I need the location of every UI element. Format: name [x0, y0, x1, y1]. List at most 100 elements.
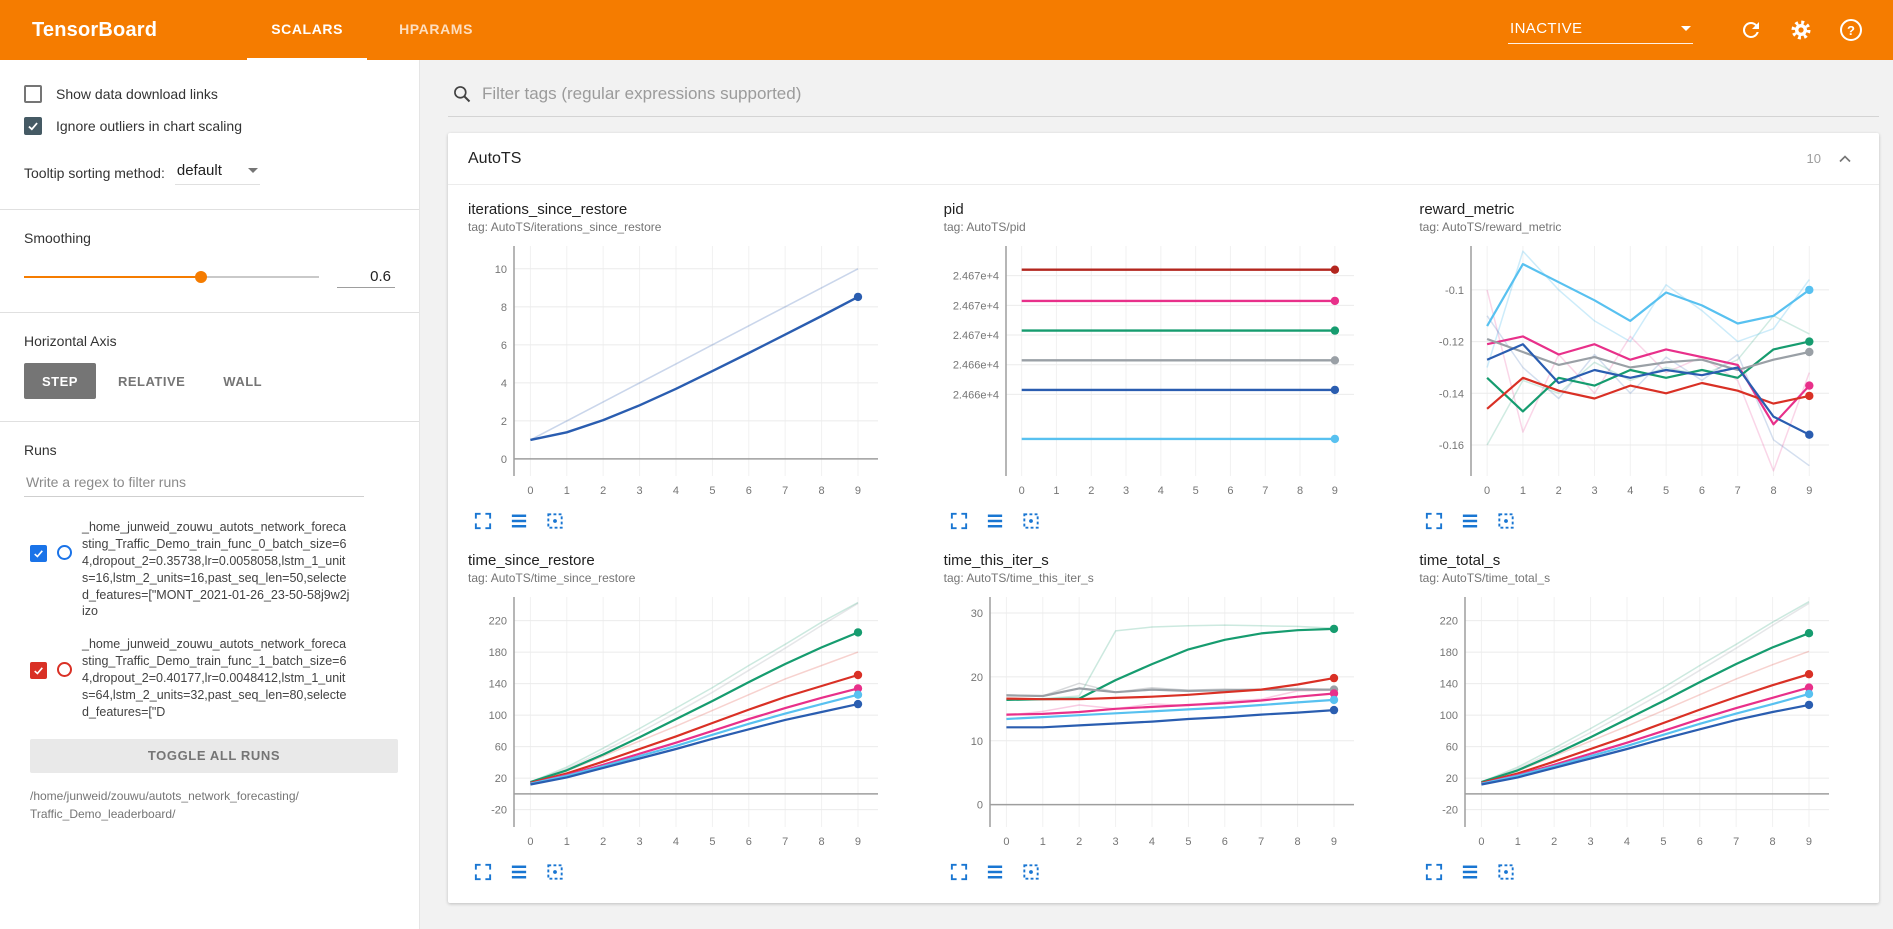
status-dropdown-value: INACTIVE: [1510, 20, 1583, 37]
expand-chart-icon[interactable]: [1423, 861, 1445, 883]
svg-text:6: 6: [746, 485, 752, 497]
axis-wall-button[interactable]: WALL: [207, 363, 278, 399]
run-item[interactable]: _home_junweid_zouwu_autots_network_forec…: [0, 511, 419, 628]
fit-domain-icon[interactable]: [544, 861, 566, 883]
svg-text:6: 6: [1221, 836, 1227, 848]
tab-scalars[interactable]: SCALARS: [247, 0, 368, 60]
line-chart[interactable]: 2.467e+4 2.467e+4 2.467e+4 2.466e+4 2.466e+4…: [943, 238, 1364, 506]
section-header[interactable]: AutoTS 10: [448, 133, 1879, 185]
fit-domain-icon[interactable]: [1495, 510, 1517, 532]
svg-text:2: 2: [600, 836, 606, 848]
run-radio[interactable]: [57, 545, 72, 560]
data-table-icon[interactable]: [508, 861, 530, 883]
ignore-outliers-checkbox[interactable]: [24, 117, 42, 135]
svg-text:1: 1: [1039, 836, 1045, 848]
tooltip-sorting-dropdown[interactable]: default: [174, 160, 260, 185]
svg-text:6: 6: [1697, 836, 1703, 848]
tag-filter-input[interactable]: [482, 84, 1875, 104]
line-chart[interactable]: -20 20 60 100 140 180 220 0 1 2 3 4 5 6 7 8 9: [468, 589, 888, 857]
line-chart[interactable]: 0 10 20 30 0 1 2 3 4 5 6 7 8 9: [943, 589, 1364, 857]
slider-thumb[interactable]: [195, 271, 207, 283]
svg-text:5: 5: [1192, 485, 1198, 497]
axis-step-button[interactable]: STEP: [24, 363, 96, 399]
svg-text:2: 2: [1556, 485, 1562, 497]
svg-text:2.467e+4: 2.467e+4: [952, 300, 998, 312]
fit-domain-icon[interactable]: [1020, 861, 1042, 883]
chart-title: time_total_s: [1419, 552, 1501, 569]
svg-text:7: 7: [1733, 836, 1739, 848]
data-table-icon[interactable]: [984, 510, 1006, 532]
svg-text:9: 9: [1331, 485, 1337, 497]
refresh-icon[interactable]: [1733, 12, 1769, 48]
data-table-icon[interactable]: [1459, 861, 1481, 883]
smoothing-value-input[interactable]: [337, 266, 395, 288]
chart-title: iterations_since_restore: [468, 201, 628, 218]
expand-chart-icon[interactable]: [948, 861, 970, 883]
toggle-all-runs-button[interactable]: TOGGLE ALL RUNS: [30, 738, 398, 773]
svg-text:8: 8: [1770, 836, 1776, 848]
run-checkbox[interactable]: [30, 545, 47, 562]
settings-sidebar: Show data download links Ignore outliers…: [0, 60, 420, 929]
svg-text:9: 9: [1331, 836, 1337, 848]
svg-text:180: 180: [1440, 647, 1458, 659]
svg-text:4: 4: [1149, 836, 1155, 848]
run-radio[interactable]: [57, 662, 72, 678]
svg-text:20: 20: [495, 773, 507, 785]
run-label: _home_junweid_zouwu_autots_network_forec…: [82, 520, 350, 619]
run-item[interactable]: _home_junweid_zouwu_autots_network_forec…: [0, 628, 419, 728]
help-icon[interactable]: ?: [1833, 12, 1869, 48]
chart-title: time_this_iter_s: [943, 552, 1049, 569]
expand-chart-icon[interactable]: [1423, 510, 1445, 532]
line-chart[interactable]: -0.1 -0.12 -0.14 -0.16 0 1 2 3 4 5 6 7 8 9: [1419, 238, 1840, 506]
svg-text:9: 9: [855, 485, 861, 497]
data-table-icon[interactable]: [1459, 510, 1481, 532]
expand-chart-icon[interactable]: [472, 861, 494, 883]
tab-hparams[interactable]: HPARAMS: [399, 21, 474, 37]
runs-filter-input[interactable]: [24, 468, 364, 497]
expand-chart-icon[interactable]: [948, 510, 970, 532]
data-table-icon[interactable]: [508, 510, 530, 532]
svg-text:140: 140: [489, 679, 507, 691]
run-label: _home_junweid_zouwu_autots_network_forec…: [82, 637, 347, 719]
svg-text:20: 20: [970, 672, 982, 684]
tooltip-sorting-value: default: [176, 162, 222, 179]
search-icon: [454, 86, 471, 103]
svg-text:9: 9: [1806, 836, 1812, 848]
line-chart[interactable]: 0 2 4 6 8 10 0 1 2 3 4 5 6 7 8 9: [468, 238, 888, 506]
svg-text:1: 1: [1520, 485, 1526, 497]
settings-gear-icon[interactable]: [1783, 12, 1819, 48]
data-table-icon[interactable]: [984, 861, 1006, 883]
svg-text:4: 4: [1628, 485, 1634, 497]
line-chart[interactable]: -20 20 60 100 140 180 220 0 1 2 3 4 5 6 7 8 9: [1419, 589, 1840, 857]
run-checkbox[interactable]: [30, 662, 47, 680]
svg-text:4: 4: [1157, 485, 1163, 497]
divider: [0, 421, 419, 422]
chart-card-time-total: time_total_s tag: AutoTS/time_total_s -2…: [1419, 552, 1859, 883]
slider-fill: [24, 276, 201, 278]
fit-domain-icon[interactable]: [1020, 510, 1042, 532]
charts-grid: iterations_since_restore tag: AutoTS/ite…: [448, 185, 1879, 903]
status-dropdown[interactable]: INACTIVE: [1508, 16, 1693, 44]
ignore-outliers-label: Ignore outliers in chart scaling: [56, 118, 242, 134]
svg-text:20: 20: [1446, 773, 1458, 785]
svg-text:2: 2: [1076, 836, 1082, 848]
chart-tag: tag: AutoTS/iterations_since_restore: [468, 220, 662, 234]
svg-text:3: 3: [1112, 836, 1118, 848]
section-chart-count: 10: [1806, 151, 1821, 166]
fit-domain-icon[interactable]: [1495, 861, 1517, 883]
app-title: TensorBoard: [32, 18, 158, 41]
show-download-links-checkbox[interactable]: [24, 85, 42, 103]
svg-text:2.467e+4: 2.467e+4: [952, 330, 998, 342]
runs-label: Runs: [24, 442, 57, 458]
svg-text:4: 4: [501, 378, 507, 390]
svg-text:3: 3: [1592, 485, 1598, 497]
fit-domain-icon[interactable]: [544, 510, 566, 532]
svg-text:2.466e+4: 2.466e+4: [952, 389, 998, 401]
chart-card-time-since-restore: time_since_restore tag: AutoTS/time_sinc…: [468, 552, 908, 883]
svg-text:60: 60: [1446, 742, 1458, 754]
smoothing-slider[interactable]: [24, 268, 319, 286]
svg-text:5: 5: [1663, 485, 1669, 497]
collapse-section-icon[interactable]: [1831, 145, 1859, 173]
expand-chart-icon[interactable]: [472, 510, 494, 532]
axis-relative-button[interactable]: RELATIVE: [102, 363, 201, 399]
